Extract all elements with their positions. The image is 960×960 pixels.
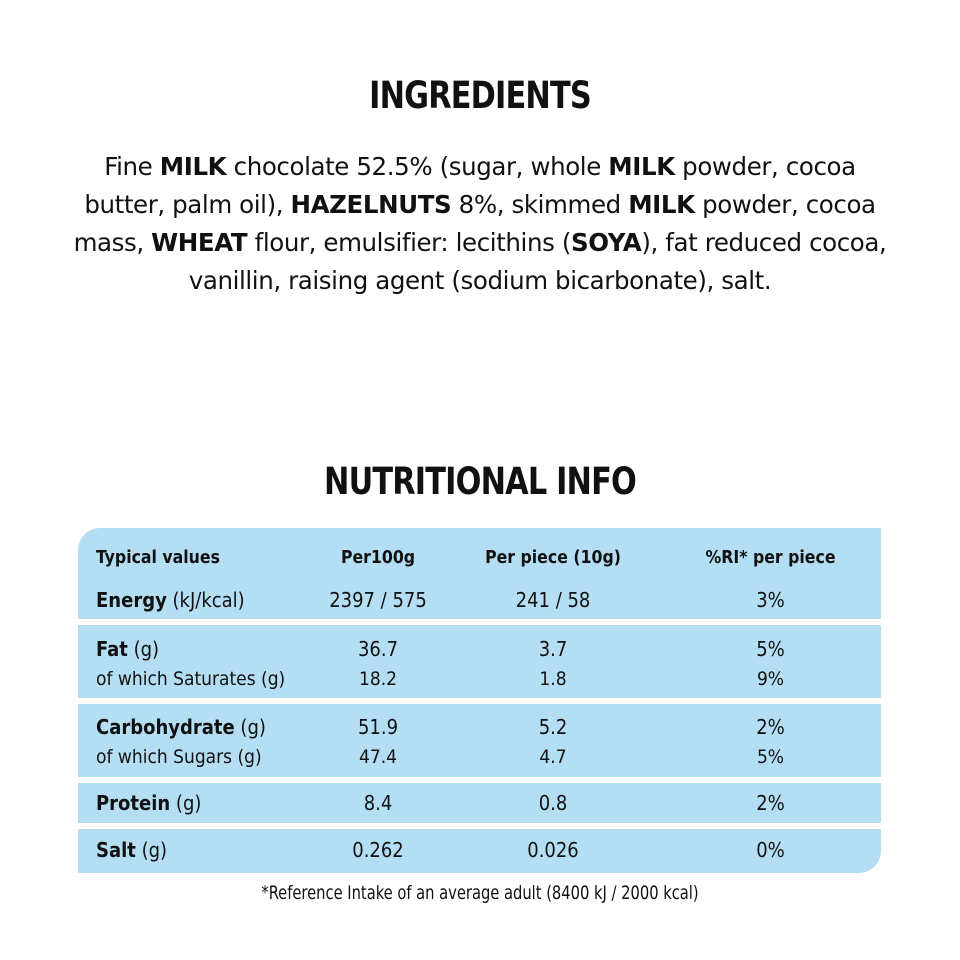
table-band-fat <box>78 625 881 698</box>
ingredient-segment: powder, cocoa mass, <box>73 190 876 257</box>
ingredient-segment: ), fat reduced cocoa, vanillin, raising … <box>188 228 887 295</box>
row-label-unit: (g) <box>135 838 168 862</box>
row-label: Energy (kJ/kcal) <box>96 585 245 615</box>
cell-per100g: 51.9 <box>357 715 399 739</box>
cell-per-piece: 0.026 <box>527 838 579 862</box>
cell-ri: 5% <box>756 637 785 661</box>
cell-per-piece: 241 / 58 <box>515 588 591 612</box>
header-per-piece: Per piece (10g) <box>485 548 621 568</box>
nutrition-table: Typical values Per100g Per piece (10g) %… <box>78 528 881 873</box>
table-band-salt <box>78 829 881 873</box>
cell-per100g: 8.4 <box>363 791 393 815</box>
allergen-hazelnuts: HAZELNUTS <box>290 190 452 219</box>
allergen-milk: MILK <box>608 152 675 181</box>
row-label-unit: (g) <box>234 715 266 739</box>
row-label: Protein (g) <box>96 788 201 818</box>
cell-per-piece: 5.2 <box>538 715 568 739</box>
cell-per100g: 47.4 <box>358 746 398 768</box>
table-row-fat: Fat (g) 36.7 3.7 5% <box>78 634 881 664</box>
row-label: of which Sugars (g) <box>96 746 262 768</box>
row-label-main: Fat <box>96 637 128 661</box>
ingredient-segment: Fine <box>104 152 160 181</box>
table-row-protein: Protein (g) 8.4 0.8 2% <box>78 788 881 818</box>
table-row-sugars: of which Sugars (g) 47.4 4.7 5% <box>78 742 881 772</box>
table-band-carbohydrate <box>78 704 881 777</box>
cell-per100g: 2397 / 575 <box>329 588 427 612</box>
header-typical-values: Typical values <box>96 548 220 568</box>
ingredient-segment: flour, emulsifier: lecithins ( <box>247 228 572 257</box>
table-row-salt: Salt (g) 0.262 0.026 0% <box>78 835 881 865</box>
cell-per-piece: 0.8 <box>538 791 568 815</box>
row-label-unit: (g) <box>170 791 202 815</box>
cell-per-piece: 1.8 <box>539 668 567 690</box>
cell-ri: 2% <box>756 791 785 815</box>
cell-ri: 9% <box>756 668 785 690</box>
row-label-main: Protein <box>96 791 171 815</box>
reference-intake-footnote: *Reference Intake of an average adult (8… <box>261 882 699 904</box>
header-ri: %RI* per piece <box>705 548 836 568</box>
ingredients-heading: INGREDIENTS <box>369 74 592 117</box>
row-label: of which Saturates (g) <box>96 668 286 690</box>
cell-ri: 3% <box>756 588 785 612</box>
row-label-main: Energy <box>96 588 167 612</box>
row-label: Salt (g) <box>96 835 167 865</box>
ingredient-segment: chocolate 52.5% (sugar, whole <box>226 152 609 181</box>
row-label: Fat (g) <box>96 634 159 664</box>
table-row-saturates: of which Saturates (g) 18.2 1.8 9% <box>78 664 881 694</box>
allergen-milk: MILK <box>628 190 695 219</box>
cell-per-piece: 3.7 <box>538 637 568 661</box>
row-label-unit: (g) <box>127 637 160 661</box>
ingredient-segment: powder, cocoa butter, palm oil), <box>84 152 856 219</box>
table-row-carbohydrate: Carbohydrate (g) 51.9 5.2 2% <box>78 712 881 742</box>
allergen-soya: SOYA <box>570 228 642 257</box>
table-band-protein <box>78 783 881 823</box>
allergen-milk: MILK <box>159 152 227 181</box>
cell-per100g: 36.7 <box>357 637 399 661</box>
cell-ri: 5% <box>756 746 785 768</box>
ingredient-segment: 8%, skimmed <box>451 190 629 219</box>
table-band-energy <box>78 528 881 619</box>
nutrition-heading: NUTRITIONAL INFO <box>323 460 637 503</box>
allergen-wheat: WHEAT <box>151 228 248 257</box>
table-header-row: Typical values Per100g Per piece (10g) %… <box>78 543 881 573</box>
cell-per100g: 0.262 <box>352 838 404 862</box>
row-label-unit: (kJ/kcal) <box>166 588 245 612</box>
ingredients-text: Fine MILK chocolate 52.5% (sugar, whole … <box>70 148 890 300</box>
cell-ri: 2% <box>756 715 785 739</box>
row-label-main: Salt <box>96 838 136 862</box>
cell-ri: 0% <box>756 838 785 862</box>
row-label: Carbohydrate (g) <box>96 712 266 742</box>
row-label-main: Carbohydrate <box>96 715 235 739</box>
table-row-energy: Energy (kJ/kcal) 2397 / 575 241 / 58 3% <box>78 585 881 615</box>
cell-per100g: 18.2 <box>358 668 398 690</box>
cell-per-piece: 4.7 <box>539 746 567 768</box>
header-per100g: Per100g <box>340 548 416 568</box>
